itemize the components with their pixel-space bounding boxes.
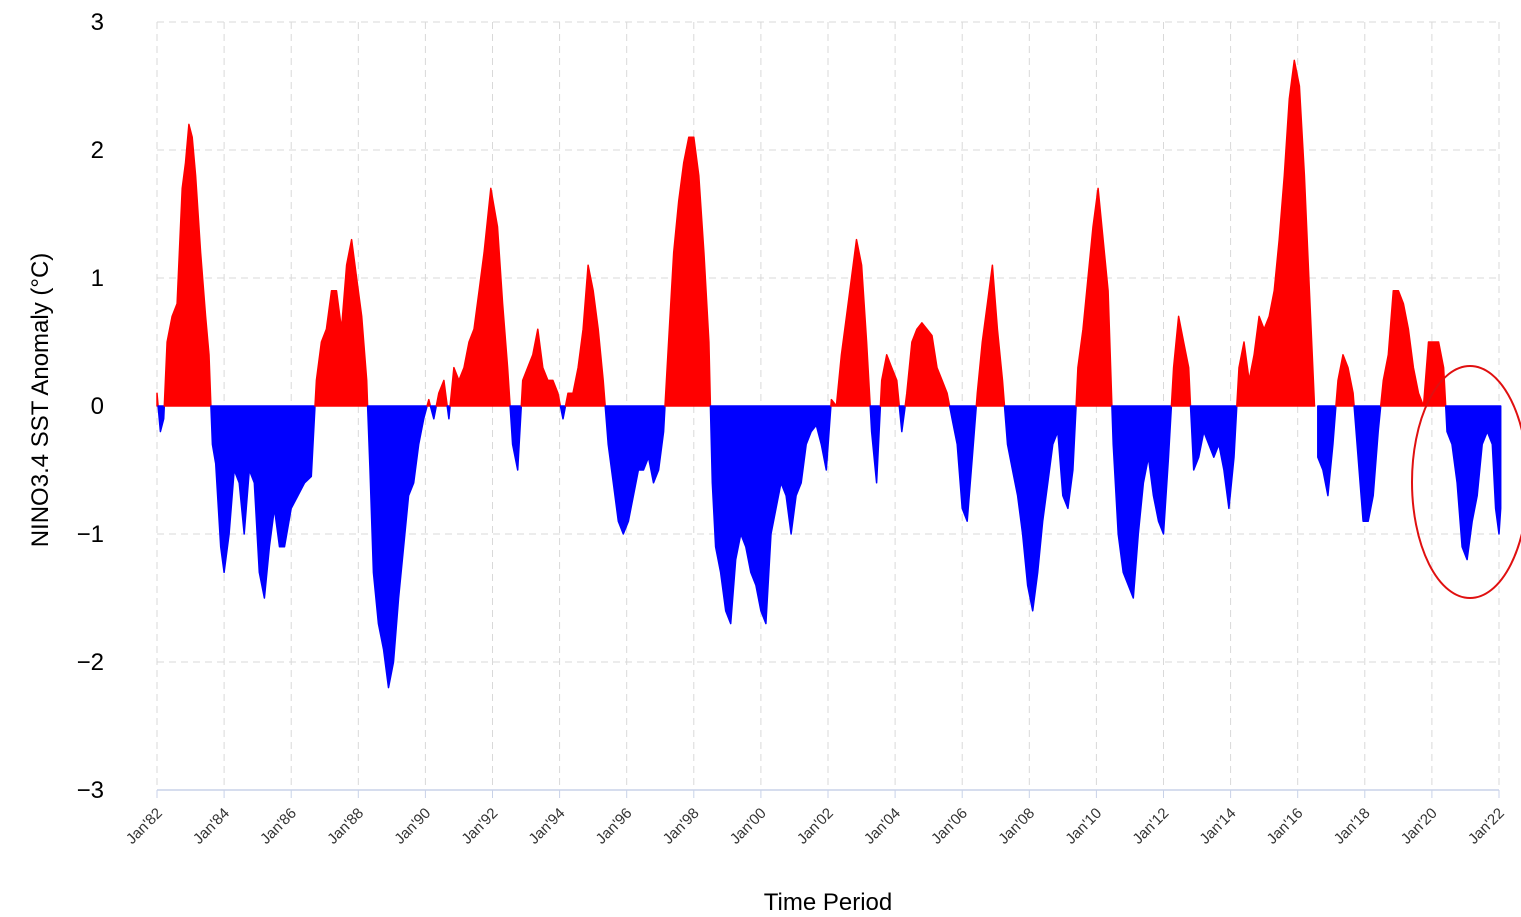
x-tick-label: Jan'14 — [1196, 805, 1239, 848]
warm-anomaly-area — [314, 238, 369, 407]
cool-anomaly-area — [869, 405, 882, 484]
cool-anomaly-area — [898, 405, 906, 433]
x-tick-label: Jan'04 — [861, 805, 904, 848]
x-tick-label: Jan'98 — [660, 805, 703, 848]
x-axis — [156, 789, 1500, 798]
y-axis-ticks: 3 2 1 0 −1 −2 −3 — [77, 9, 104, 804]
x-tick-label: Jan'94 — [525, 805, 568, 848]
x-tick-label: Jan'96 — [593, 805, 636, 848]
cool-anomaly-area — [1317, 405, 1337, 497]
x-tick-label: Jan'86 — [257, 805, 300, 848]
x-axis-ticks: Jan'82 Jan'84 Jan'86 Jan'88 Jan'90 Jan'92 Jan'… — [123, 805, 1508, 848]
warm-anomaly-area — [1379, 290, 1447, 407]
cool-anomaly-area — [604, 405, 666, 535]
cool-anomaly-area — [210, 405, 316, 599]
cool-anomaly-area — [559, 405, 567, 420]
y-tick-label: 2 — [91, 137, 104, 164]
warm-anomaly-area — [156, 392, 159, 407]
x-tick-label: Jan'16 — [1264, 805, 1307, 848]
x-tick-label: Jan'82 — [123, 805, 166, 848]
y-tick-label: 1 — [91, 265, 104, 292]
x-tick-label: Jan'00 — [727, 805, 770, 848]
cool-anomaly-area — [446, 405, 451, 420]
y-tick-label: −3 — [77, 777, 104, 804]
x-tick-label: Jan'90 — [391, 805, 434, 848]
warm-anomaly-area — [1335, 354, 1355, 407]
x-tick-label: Jan'84 — [190, 805, 233, 848]
cool-anomaly-area — [709, 405, 832, 625]
cool-anomaly-area — [1444, 405, 1502, 561]
x-tick-label: Jan'92 — [458, 805, 501, 848]
x-tick-label: Jan'02 — [794, 805, 837, 848]
warm-anomaly-area — [904, 322, 951, 407]
cool-anomaly-area — [366, 405, 428, 689]
warm-anomaly-area — [1236, 59, 1316, 407]
warm-anomaly-area — [975, 264, 1006, 407]
warm-anomaly-area — [1075, 187, 1113, 407]
warm-anomaly-area — [664, 136, 712, 407]
y-tick-label: −1 — [77, 521, 104, 548]
x-tick-label: Jan'10 — [1062, 805, 1105, 848]
warm-anomaly-area — [163, 123, 212, 407]
warm-anomaly-area — [564, 264, 606, 407]
x-tick-label: Jan'12 — [1129, 805, 1172, 848]
y-tick-label: 3 — [91, 9, 104, 36]
warm-anomaly-area — [435, 379, 448, 407]
cool-anomaly-area — [1353, 405, 1382, 522]
warm-anomaly-area — [426, 398, 432, 407]
x-tick-label: Jan'08 — [995, 805, 1038, 848]
warm-anomaly-area — [1170, 315, 1192, 407]
highlight-ellipse — [1411, 365, 1521, 599]
x-axis-title: Time Period — [764, 889, 892, 916]
y-tick-label: 0 — [91, 393, 104, 420]
anomaly-area — [156, 59, 1502, 689]
warm-anomaly-area — [520, 328, 562, 407]
cool-anomaly-area — [1189, 405, 1238, 510]
x-tick-label: Jan'22 — [1465, 805, 1508, 848]
cool-anomaly-area — [948, 405, 978, 522]
y-tick-label: −2 — [77, 649, 104, 676]
cool-anomaly-area — [429, 405, 438, 420]
warm-anomaly-area — [830, 238, 871, 407]
x-tick-label: Jan'88 — [324, 805, 367, 848]
x-tick-label: Jan'06 — [928, 805, 971, 848]
cool-anomaly-area — [1111, 405, 1173, 599]
warm-anomaly-area — [879, 354, 901, 407]
x-tick-label: Jan'18 — [1331, 805, 1374, 848]
cool-anomaly-area — [157, 405, 166, 433]
x-tick-label: Jan'20 — [1398, 805, 1441, 848]
y-axis-title: NINO3.4 SST Anomaly (°C) — [27, 253, 54, 548]
cool-anomaly-area — [1003, 405, 1077, 612]
cool-anomaly-area — [509, 405, 523, 471]
warm-anomaly-area — [449, 187, 511, 407]
